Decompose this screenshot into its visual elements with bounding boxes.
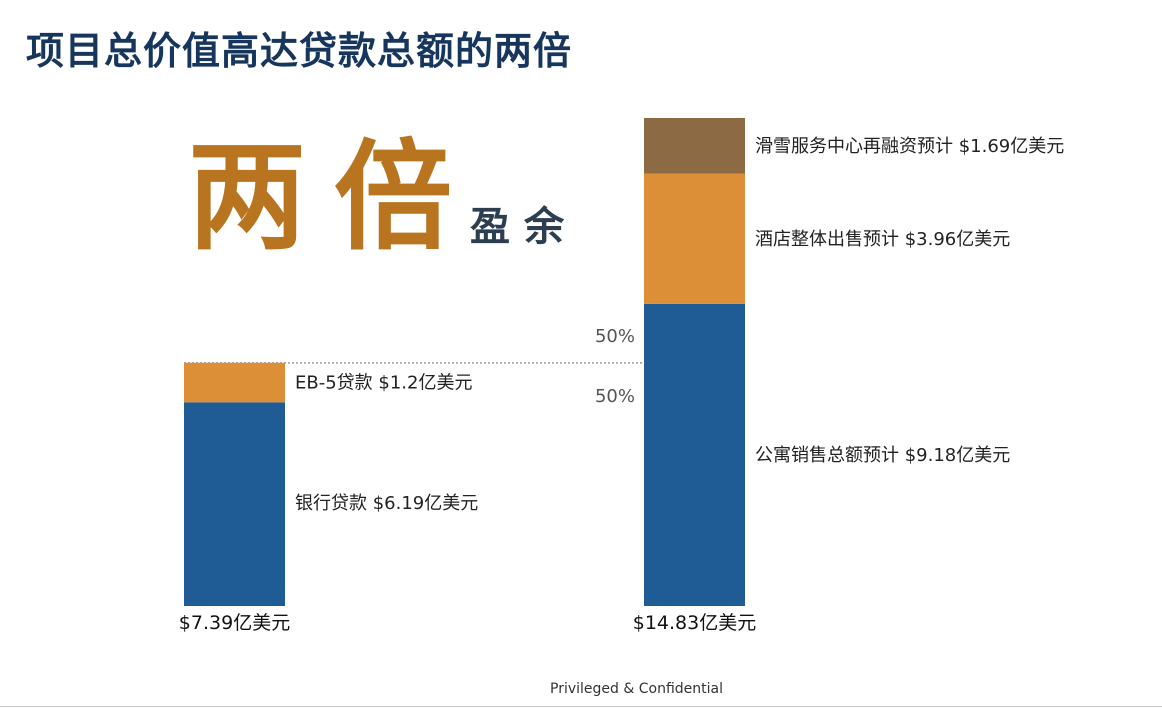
page-title: 项目总价值高达贷款总额的两倍	[26, 29, 573, 73]
reference-label-below: 50%	[595, 386, 635, 407]
segment-label: 滑雪服务中心再融资预计 $1.69亿美元	[755, 136, 1064, 157]
headline-small: 盈余	[470, 204, 578, 250]
footer-text: Privileged & Confidential	[550, 681, 723, 697]
bar-segment	[644, 303, 745, 606]
reference-label-above: 50%	[595, 326, 635, 347]
segment-label: 酒店整体出售预计 $3.96亿美元	[755, 229, 1010, 250]
bar-segment	[644, 118, 745, 174]
segment-label: 银行贷款 $6.19亿美元	[295, 493, 478, 514]
headline-big: 两倍	[188, 128, 481, 266]
bar-total-label: $7.39亿美元	[179, 612, 290, 634]
bar-segment	[184, 402, 285, 606]
bar-total-label: $14.83亿美元	[633, 612, 756, 634]
segment-label: EB-5贷款 $1.2亿美元	[295, 373, 472, 394]
segment-label: 公寓销售总额预计 $9.18亿美元	[755, 445, 1010, 466]
bar-segment	[184, 362, 285, 403]
bar-segment	[644, 173, 745, 304]
footer-divider	[0, 706, 1162, 707]
